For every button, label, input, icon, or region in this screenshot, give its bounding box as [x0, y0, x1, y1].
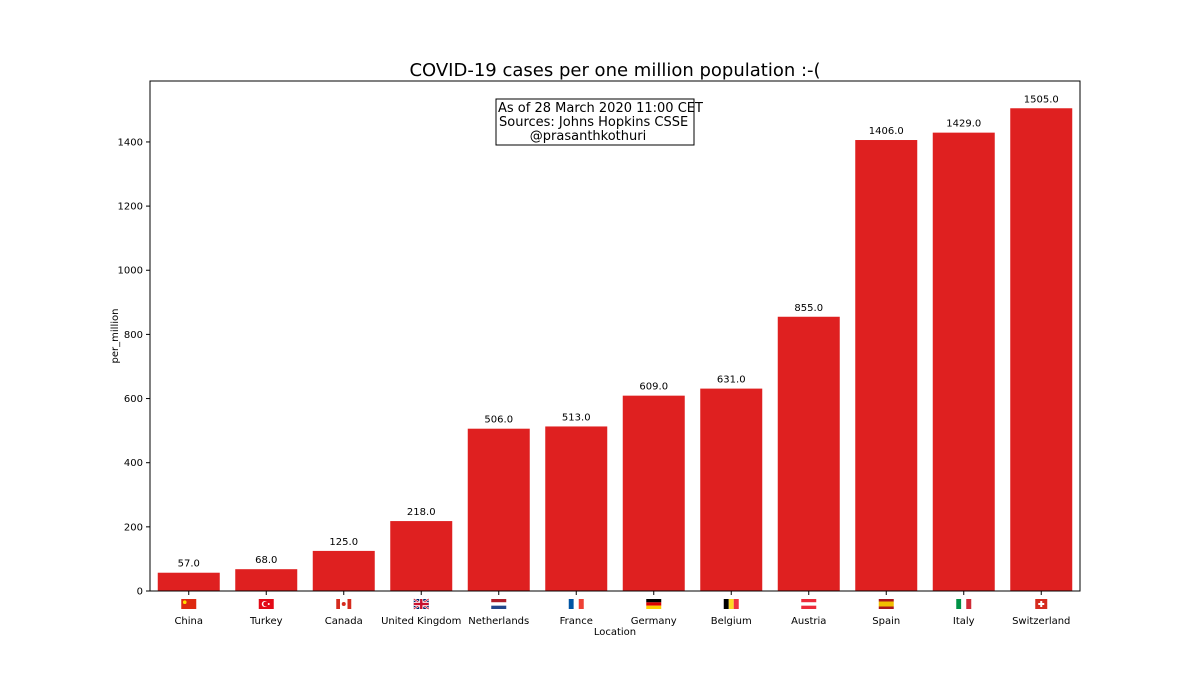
flag-band-left [568, 599, 574, 609]
china-flag-icon [181, 599, 197, 609]
bar-value-label: 57.0 [178, 559, 200, 570]
flag-crescent-inner [263, 601, 269, 607]
turkey-flag-icon [258, 599, 274, 609]
annotation-line-2: Sources: Johns Hopkins CSSE [499, 115, 688, 130]
france-flag-icon [568, 599, 584, 609]
bar-austria [777, 316, 840, 591]
uk-flag-icon [413, 598, 430, 610]
y-tick-label: 800 [124, 330, 143, 341]
flag-star [267, 603, 270, 605]
flag-band-mid [801, 602, 817, 606]
x-tick-label: Austria [791, 616, 826, 627]
y-axis-label: per_million [110, 309, 121, 364]
italy-flag-icon [956, 599, 972, 609]
flag-band-top [801, 599, 817, 603]
flag-band-right [966, 599, 972, 609]
flag-cross-h [413, 602, 429, 606]
x-tick-label: Spain [872, 616, 900, 627]
flag-field [181, 599, 197, 609]
bar-value-label: 631.0 [717, 375, 746, 386]
bar-value-label: 1406.0 [869, 126, 904, 137]
x-tick-label: China [174, 616, 203, 627]
y-tick-label: 1000 [118, 266, 143, 277]
x-tick-label: France [560, 616, 593, 627]
belgium-flag-icon [723, 599, 739, 609]
flag-band-right [347, 599, 352, 609]
bar-united-kingdom [390, 521, 453, 591]
plot-frame [149, 80, 1081, 592]
flag-band-mid [961, 599, 967, 609]
switzerland-flag-icon [1035, 599, 1048, 609]
flag-band-mid [573, 599, 579, 609]
x-axis-label: Location [594, 627, 636, 638]
bar-belgium [700, 388, 763, 591]
austria-flag-icon [801, 599, 817, 609]
y-tick-label: 1400 [118, 137, 143, 148]
bar-value-label: 68.0 [255, 555, 277, 566]
annotation-line-3: @prasanthkothuri [530, 129, 646, 144]
flag-band-top [878, 599, 894, 602]
flag-band-bottom [646, 605, 662, 609]
bar-value-label: 609.0 [639, 382, 668, 393]
flag-band-bottom [801, 605, 817, 609]
flag-band-top [646, 599, 662, 603]
x-tick-label: Italy [953, 616, 975, 627]
x-tick-label: Germany [631, 616, 677, 627]
spain-flag-icon [878, 599, 894, 609]
y-tick-label: 400 [124, 458, 143, 469]
canada-flag-icon [336, 599, 352, 609]
chart-title: COVID-19 cases per one million populatio… [409, 60, 820, 81]
bar-china [157, 572, 220, 591]
plot-area: 0 200 400 600 800 1000 1200 1400 57.0 China 68.0 Tu… [118, 94, 1073, 627]
bar-value-label: 855.0 [794, 303, 823, 314]
flag-star [182, 600, 187, 604]
bar-spain [855, 140, 918, 592]
bar-france [545, 426, 608, 591]
x-tick-label: Belgium [711, 616, 752, 627]
flag-band-mid [646, 602, 662, 606]
annotation-line-1: As of 28 March 2020 11:00 CET [498, 101, 703, 116]
y-tick-label: 0 [137, 587, 143, 598]
netherlands-flag-icon [491, 599, 507, 609]
bar-canada [312, 550, 375, 591]
flag-leaf [341, 602, 346, 606]
bar-germany [622, 395, 685, 591]
bar-value-label: 1429.0 [946, 119, 981, 130]
flag-band-left [956, 599, 962, 609]
bar-value-label: 506.0 [484, 415, 513, 426]
bar-switzerland [1010, 108, 1073, 591]
y-tick-label: 200 [124, 522, 143, 533]
x-tick-label: Netherlands [468, 616, 529, 627]
bar-turkey [235, 569, 298, 591]
flag-band-mid [878, 601, 894, 607]
bar-value-label: 1505.0 [1024, 94, 1059, 105]
flag-band-top [491, 599, 507, 603]
bar-italy [932, 132, 995, 591]
y-tick-label: 600 [124, 394, 143, 405]
flag-cross-h [1038, 603, 1045, 605]
x-tick-label: Switzerland [1012, 616, 1070, 627]
bar-value-label: 513.0 [562, 412, 591, 423]
flag-band-mid [728, 599, 734, 609]
x-tick-label: United Kingdom [381, 616, 461, 627]
annotation-border [495, 98, 695, 146]
bar-value-label: 125.0 [329, 537, 358, 548]
flag-band-bottom [491, 605, 507, 609]
bar-netherlands [467, 428, 530, 591]
flag-band-right [578, 599, 584, 609]
annotation-box: As of 28 March 2020 11:00 CET Sources: J… [495, 98, 703, 146]
germany-flag-icon [646, 599, 662, 609]
flag-band-left [723, 599, 729, 609]
y-tick-label: 1200 [118, 202, 143, 213]
flag-band-bottom [878, 606, 894, 609]
flag-band-right [733, 599, 739, 609]
x-tick-label: Canada [325, 616, 363, 627]
flag-band-left [336, 599, 340, 609]
x-tick-label: Turkey [249, 616, 283, 627]
bar-value-label: 218.0 [407, 507, 436, 518]
flag-band-mid [491, 602, 507, 606]
